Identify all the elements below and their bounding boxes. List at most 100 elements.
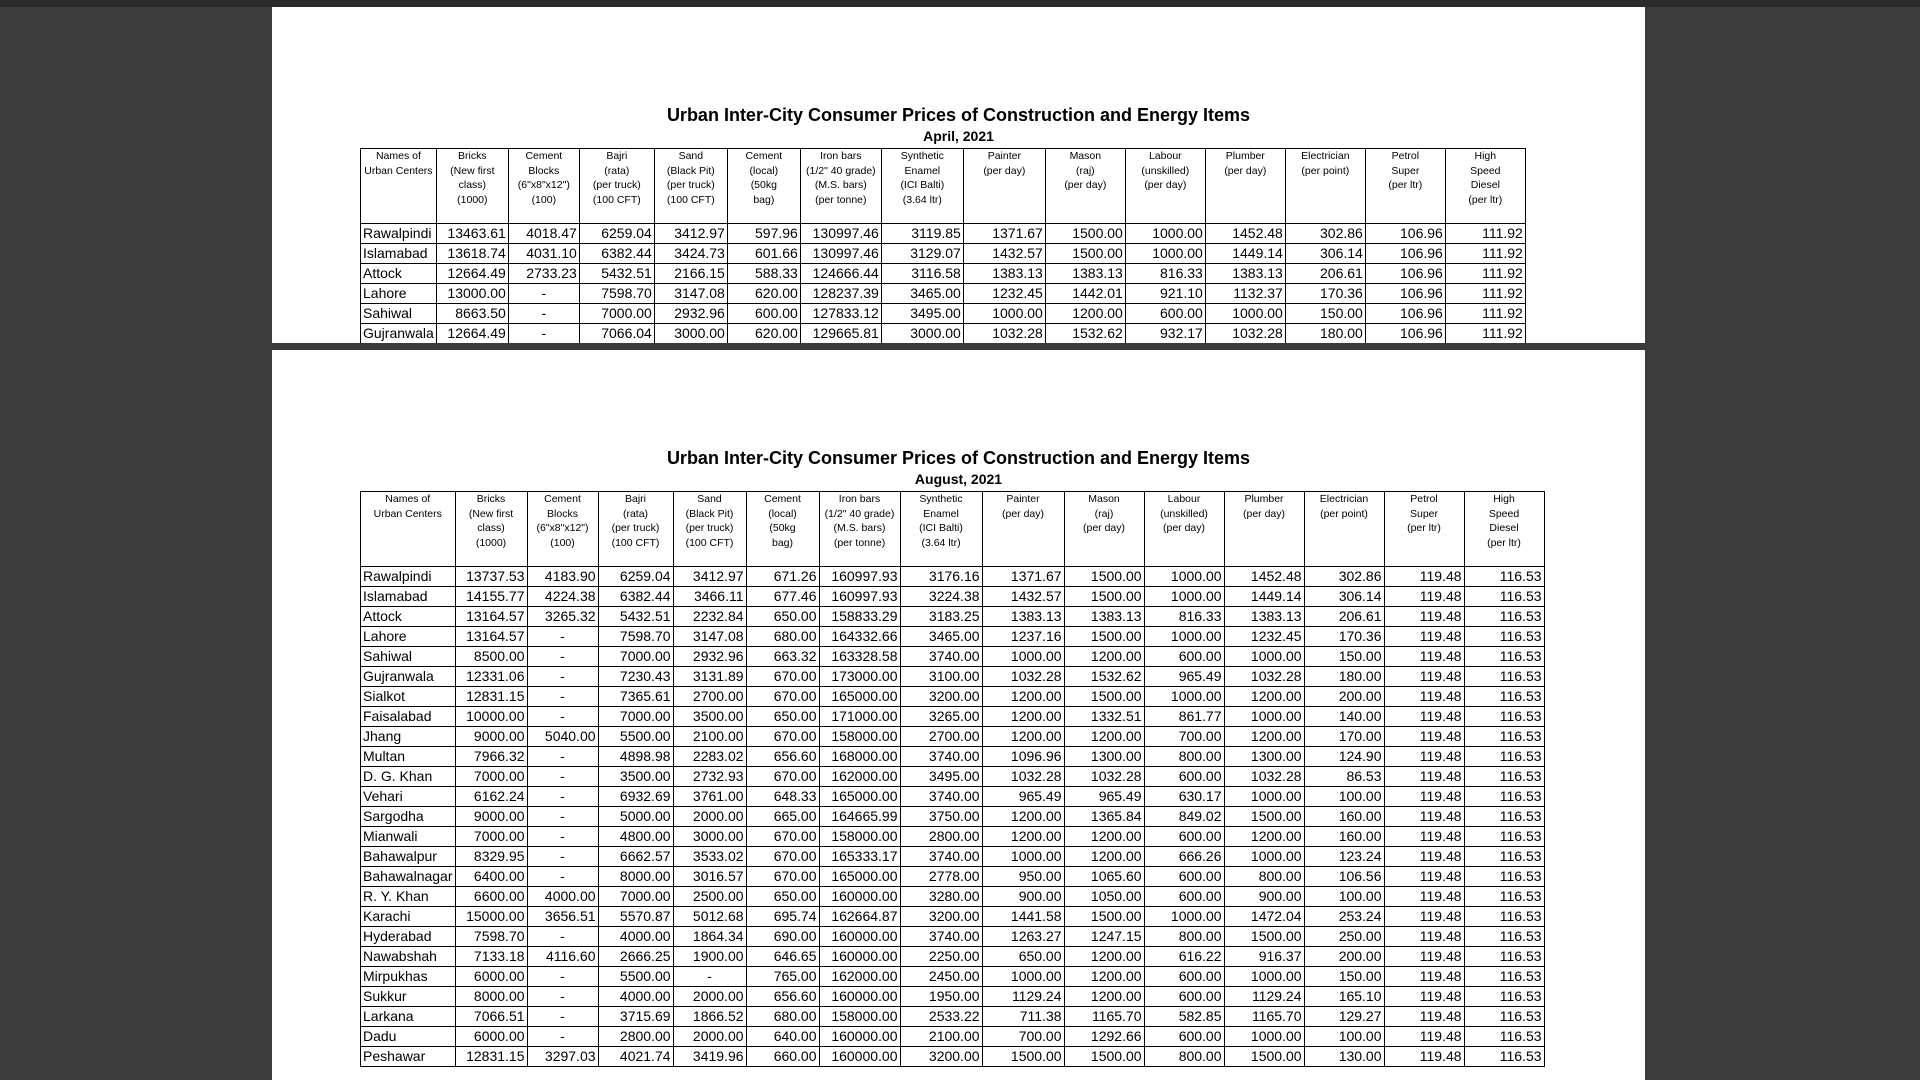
price-cell: 116.53	[1463, 806, 1545, 827]
price-cell: 670.00	[745, 666, 820, 687]
price-cell: 162000.00	[818, 766, 901, 787]
table-row: Lahore 13000.00-7598.70 3147.08 620.00 12823…	[360, 283, 1526, 304]
price-cell: 1200.00	[1223, 686, 1305, 707]
price-cell: 124.90	[1303, 746, 1385, 767]
price-cell: 111.92	[1444, 303, 1526, 324]
price-cell: 1452.48	[1204, 223, 1286, 244]
header-lines: Synthetic Enamel (ICI Balti)	[883, 150, 962, 193]
table-row: Jhang 9000.00 5040.00 5500.00 2100.00 670.00 1…	[360, 726, 1545, 747]
price-cell: 116.53	[1463, 966, 1545, 987]
price-cell: 116.53	[1463, 1026, 1545, 1047]
price-cell: 1000.00	[1143, 586, 1225, 607]
price-cell: 3200.00	[899, 1046, 983, 1067]
price-cell: 1866.52	[672, 1006, 747, 1027]
price-cell: 13463.61	[435, 223, 509, 244]
header-line: Bajri	[606, 150, 628, 162]
city-name: Attock	[360, 263, 437, 284]
price-table: Names of Urban Centers Bricks (New first cla…	[360, 491, 1545, 1067]
price-cell: 1000.00	[1223, 706, 1305, 727]
city-name: Islamabad	[360, 243, 437, 264]
header-box: Painter (per day)	[984, 493, 1063, 522]
price-cell: 1200.00	[1063, 986, 1145, 1007]
price-cell: 600.00	[1143, 886, 1225, 907]
price-cell: 1200.00	[981, 826, 1065, 847]
header-unit: (3.64 ltr)	[902, 193, 942, 206]
price-cell: 1200.00	[1063, 646, 1145, 667]
price-cell: 119.48	[1383, 866, 1465, 887]
price-cell: -	[526, 846, 599, 867]
price-cell: 932.17	[1124, 323, 1206, 343]
price-cell: 1383.13	[1044, 263, 1126, 284]
header-unit: (per day)	[1224, 164, 1267, 177]
header-lines: Bajri (rata) (per truck)	[581, 150, 653, 193]
price-cell: -	[526, 1006, 599, 1027]
table-row: R. Y. Khan 6600.00 4000.00 7000.00 2500.00 65…	[360, 886, 1545, 907]
price-cell: 302.86	[1284, 223, 1366, 244]
price-cell: 119.48	[1383, 1006, 1465, 1027]
header-line: Plumber	[1225, 150, 1265, 162]
price-cell: 111.92	[1444, 283, 1526, 304]
price-cell: 165000.00	[818, 866, 901, 887]
header-lines: Cement Blocks (6"x8"x12")	[510, 150, 578, 193]
price-cell: 1000.00	[1124, 243, 1206, 264]
header-line: High	[1493, 493, 1515, 505]
price-cell: 3100.00	[899, 666, 983, 687]
price-cell: 160000.00	[818, 886, 901, 907]
price-cell: 2100.00	[672, 726, 747, 747]
column-header: Bajri (rata) (per truck) (100 CFT)	[578, 148, 655, 224]
price-cell: 1247.15	[1063, 926, 1145, 947]
price-cell: 1200.00	[1044, 303, 1126, 324]
city-name: Islamabad	[360, 586, 456, 607]
column-header: Electrician (per point)	[1284, 148, 1366, 224]
header-line: Sand	[678, 150, 704, 162]
column-header: Mason (raj) (per day)	[1044, 148, 1126, 224]
price-cell: 3533.02	[672, 846, 747, 867]
price-cell: 116.53	[1463, 746, 1545, 767]
table-row: Islamabad 14155.77 4224.38 6382.44 3466.11 67…	[360, 586, 1545, 607]
price-cell: 119.48	[1383, 1026, 1465, 1047]
header-line: (New first	[450, 164, 495, 177]
table-row: Faisalabad 10000.00-7000.00 3500.00 650.00 1…	[360, 706, 1545, 727]
page-subtitle: August, 2021	[914, 471, 1003, 487]
price-cell: 600.00	[1143, 986, 1225, 1007]
price-cell: 6162.24	[454, 786, 528, 807]
city-name: Lahore	[360, 626, 456, 647]
price-cell: 1032.28	[981, 766, 1065, 787]
price-cell: 206.61	[1303, 606, 1385, 627]
price-cell: 5500.00	[597, 726, 674, 747]
price-cell: 116.53	[1463, 826, 1545, 847]
price-cell: 158000.00	[818, 1006, 901, 1027]
price-cell: 1200.00	[1063, 726, 1145, 747]
price-cell: 3740.00	[899, 846, 983, 867]
price-cell: -	[507, 323, 580, 343]
price-cell: 116.53	[1463, 786, 1545, 807]
header-lines: High Speed Diesel	[1466, 493, 1543, 536]
price-cell: 3000.00	[653, 323, 728, 343]
price-cell: -	[526, 1026, 599, 1047]
page-subtitle: April, 2021	[923, 128, 994, 144]
price-cell: 3176.16	[899, 566, 983, 587]
price-cell: 1000.00	[1124, 223, 1206, 244]
header-box: Bajri (rata) (per truck) (100 CFT)	[581, 150, 653, 208]
price-cell: 13618.74	[435, 243, 509, 264]
price-cell: 666.26	[1143, 846, 1225, 867]
price-cell: 711.38	[981, 1006, 1065, 1027]
price-cell: 160997.93	[818, 566, 901, 587]
price-cell: 3412.97	[672, 566, 747, 587]
price-cell: 1050.00	[1063, 886, 1145, 907]
price-cell: 7598.70	[597, 626, 674, 647]
city-name: Mirpukhas	[360, 966, 456, 987]
city-name: Gujranwala	[360, 666, 456, 687]
header-line: (50kg	[769, 522, 796, 534]
price-cell: 7966.32	[454, 746, 528, 767]
city-name: Sialkot	[360, 686, 456, 707]
column-header: Cement Blocks (6"x8"x12") (100)	[526, 491, 599, 567]
price-cell: 1000.00	[1143, 686, 1225, 707]
header-lines: Sand (Black Pit) (per truck)	[656, 150, 726, 193]
price-cell: 127833.12	[799, 303, 882, 324]
price-cell: 670.00	[745, 866, 820, 887]
price-cell: 9000.00	[454, 726, 528, 747]
price-cell: 1096.96	[981, 746, 1065, 767]
price-cell: 129665.81	[799, 323, 882, 343]
price-cell: 106.96	[1364, 303, 1446, 324]
